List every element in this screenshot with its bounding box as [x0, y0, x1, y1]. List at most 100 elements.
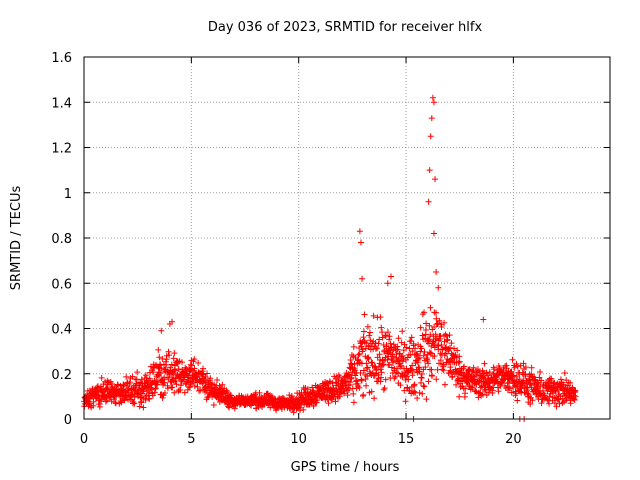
data-point — [166, 352, 173, 359]
data-point — [368, 359, 375, 366]
data-point — [175, 365, 182, 372]
data-point — [90, 398, 97, 405]
data-point — [184, 378, 191, 385]
x-tick-label: 15 — [398, 432, 415, 447]
data-point — [567, 379, 574, 386]
data-point — [514, 397, 521, 404]
data-point — [397, 382, 404, 389]
data-point — [426, 167, 433, 174]
data-point — [411, 381, 418, 388]
y-tick-label: 1.2 — [51, 142, 72, 157]
data-point — [210, 402, 217, 409]
data-point — [204, 370, 211, 377]
data-point — [129, 373, 136, 380]
data-point — [194, 383, 201, 390]
data-point — [421, 349, 428, 356]
data-point — [309, 384, 316, 391]
data-point — [462, 385, 469, 392]
data-point — [95, 392, 102, 399]
data-point — [179, 359, 186, 366]
data-point — [386, 361, 393, 368]
data-point — [433, 309, 440, 316]
data-point — [399, 352, 406, 359]
data-point — [177, 382, 184, 389]
data-point — [120, 381, 127, 388]
data-point — [531, 376, 538, 383]
data-point — [168, 361, 175, 368]
data-point — [430, 99, 437, 106]
data-point — [363, 360, 370, 367]
data-point — [435, 284, 442, 291]
data-point — [508, 389, 515, 396]
data-point — [431, 353, 438, 360]
data-point — [98, 396, 105, 403]
data-point — [352, 372, 359, 379]
data-point — [448, 340, 455, 347]
data-point — [356, 384, 363, 391]
data-point — [187, 361, 194, 368]
data-point — [142, 372, 149, 379]
data-point — [405, 376, 412, 383]
data-point — [323, 393, 330, 400]
data-point — [410, 382, 417, 389]
data-point — [453, 381, 460, 388]
data-point — [561, 370, 568, 377]
data-point — [228, 392, 235, 399]
data-point — [418, 345, 425, 352]
data-point — [338, 389, 345, 396]
data-point — [436, 317, 443, 324]
data-point — [514, 363, 521, 370]
data-point — [159, 394, 166, 401]
data-point — [384, 356, 391, 363]
data-point — [348, 351, 355, 358]
data-point — [372, 339, 379, 346]
data-point — [332, 398, 339, 405]
data-point — [422, 364, 429, 371]
data-point — [571, 397, 578, 404]
data-point — [522, 364, 529, 371]
data-point — [480, 316, 487, 323]
data-point — [410, 368, 417, 375]
data-point — [418, 374, 425, 381]
data-point — [412, 345, 419, 352]
data-point — [169, 374, 176, 381]
data-point — [259, 403, 266, 410]
data-point — [379, 329, 386, 336]
data-point — [158, 365, 165, 372]
axis-ticks: 0 0.2 0.4 0.6 0.8 1 1.2 1.4 1.6 0 5 10 15 20 — [51, 51, 610, 447]
data-point — [381, 385, 388, 392]
data-point — [363, 365, 370, 372]
data-point — [388, 364, 395, 371]
data-point — [313, 399, 320, 406]
data-point — [528, 364, 535, 371]
data-point — [429, 94, 436, 101]
data-point — [409, 362, 416, 369]
data-point — [364, 364, 371, 371]
y-tick-label: 0.4 — [51, 323, 72, 338]
data-point — [433, 315, 440, 322]
data-point — [98, 374, 105, 381]
data-point — [149, 392, 156, 399]
data-point — [356, 228, 363, 235]
y-tick-label: 0 — [64, 413, 72, 428]
data-point — [111, 396, 118, 403]
data-point — [433, 268, 440, 275]
data-point — [348, 375, 355, 382]
data-point — [358, 343, 365, 350]
data-point — [449, 373, 456, 380]
data-point — [395, 335, 402, 342]
data-point — [461, 363, 468, 370]
data-point — [511, 364, 518, 371]
data-point — [468, 368, 475, 375]
data-point — [398, 362, 405, 369]
data-point — [355, 351, 362, 358]
data-point — [367, 337, 374, 344]
data-point — [527, 400, 534, 407]
data-point — [440, 367, 447, 374]
data-point — [191, 382, 198, 389]
data-point — [447, 364, 454, 371]
data-point — [107, 394, 114, 401]
data-point — [123, 380, 130, 387]
data-point — [470, 364, 477, 371]
data-point — [348, 361, 355, 368]
